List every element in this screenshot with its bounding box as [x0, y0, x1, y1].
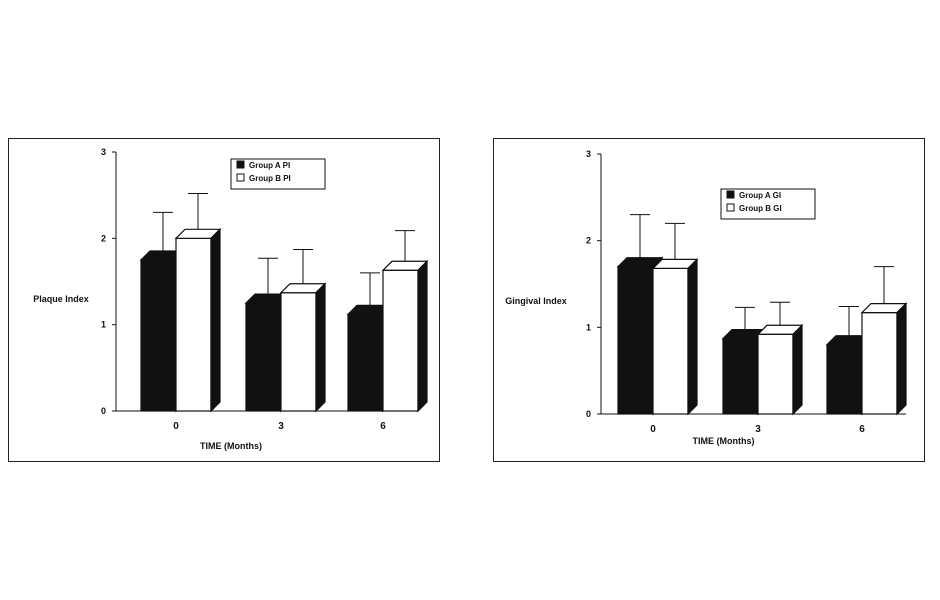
- plaque-index-chart-panel: 0 1 2 3 Plaque Index 0 3 6 TIME (Months) Group A …: [8, 138, 440, 462]
- y-tick-label: 1: [101, 320, 106, 330]
- x-axis-label: TIME (Months): [693, 436, 755, 446]
- bar-group-b-gi-3: [756, 301, 804, 416]
- legend-label: Group B PI: [249, 174, 291, 183]
- legend-label: Group A PI: [249, 161, 290, 170]
- y-axis-label: Plaque Index: [33, 294, 89, 304]
- x-tick-label: 0: [173, 421, 179, 432]
- y-tick-label: 0: [101, 406, 106, 416]
- y-tick-label: 1: [586, 322, 591, 332]
- bar-group-a-pi-6: [346, 272, 394, 413]
- legend-label: Group B GI: [739, 204, 782, 213]
- bar-group-b-gi-0: [651, 222, 699, 416]
- y-tick-label: 3: [101, 147, 106, 157]
- bar-front-face: [757, 333, 794, 415]
- bar-front-face: [245, 302, 282, 412]
- bar-front-face: [861, 312, 898, 415]
- bar-group-b-pi-3: [279, 249, 327, 413]
- legend-swatch: [726, 190, 735, 199]
- legend-box: [720, 188, 816, 220]
- bar-group-b-pi-6: [381, 230, 429, 413]
- legend-swatch: [236, 160, 245, 169]
- y-tick-label: 3: [586, 149, 591, 159]
- bar-side-face: [315, 282, 326, 413]
- bar-group-a-pi-3: [244, 257, 292, 413]
- bar-front-face: [722, 338, 759, 415]
- y-tick-label: 2: [586, 236, 591, 246]
- y-tick-label: 0: [586, 409, 591, 419]
- legend-label: Group A GI: [739, 191, 781, 200]
- bar-side-face: [896, 302, 907, 416]
- bar-side-face: [210, 227, 221, 413]
- bar-front-face: [175, 237, 212, 412]
- bar-side-face: [417, 259, 428, 413]
- bar-side-face: [687, 257, 698, 416]
- legend-swatch: [726, 203, 735, 212]
- bar-side-face: [792, 323, 803, 416]
- legend-swatch: [236, 173, 245, 182]
- legend-box: [230, 158, 326, 190]
- bar-group-b-gi-6: [860, 266, 908, 416]
- bar-front-face: [140, 259, 177, 412]
- plaque-index-chart: 0 1 2 3 Plaque Index 0 3 6 TIME (Months) Group A …: [33, 147, 429, 451]
- bar-front-face: [382, 269, 419, 412]
- x-tick-label: 0: [650, 424, 656, 435]
- bar-front-face: [652, 267, 689, 415]
- bar-front-face: [826, 344, 863, 415]
- x-tick-label: 6: [859, 424, 865, 435]
- bar-front-face: [617, 266, 654, 415]
- gingival-index-chart-panel: 0 1 2 3 Gingival Index 0 3 6 TIME (Months) Group …: [493, 138, 925, 462]
- y-axis-label: Gingival Index: [505, 296, 567, 306]
- y-tick-label: 2: [101, 233, 106, 243]
- chart-legend: Group A GI Group B GI: [720, 188, 816, 220]
- chart-legend: Group A PI Group B PI: [230, 158, 326, 190]
- bar-group-b-pi-0: [174, 192, 222, 413]
- gingival-index-chart: 0 1 2 3 Gingival Index 0 3 6 TIME (Months) Group …: [505, 149, 908, 446]
- x-axis-label: TIME (Months): [200, 441, 262, 451]
- x-tick-label: 3: [278, 421, 284, 432]
- x-tick-label: 6: [380, 421, 386, 432]
- x-tick-label: 3: [755, 424, 761, 435]
- bar-front-face: [280, 292, 317, 412]
- bar-front-face: [347, 313, 384, 412]
